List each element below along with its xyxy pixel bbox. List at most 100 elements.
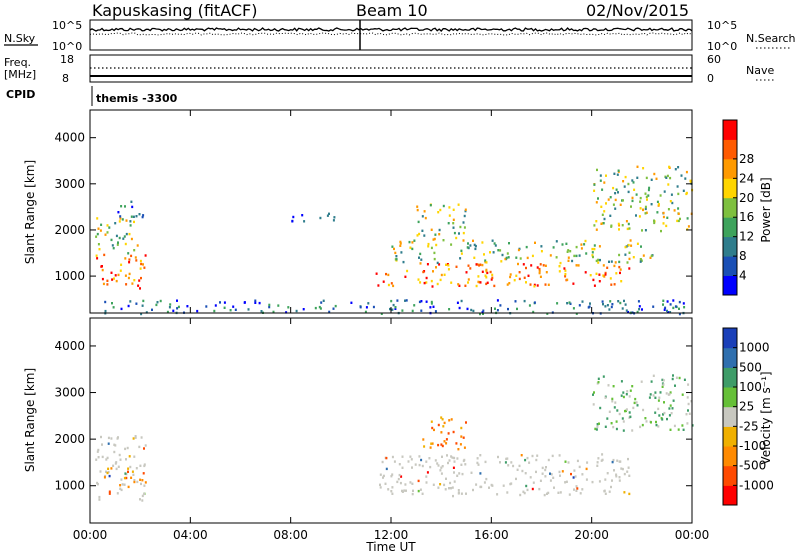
vel-data-cell: [536, 454, 539, 457]
vel-data-cell: [431, 442, 434, 445]
power-data-cell: [97, 243, 100, 246]
vel-data-cell: [597, 457, 600, 460]
power-data-cell: [291, 220, 294, 223]
vel-data-cell: [463, 458, 466, 462]
power-data-cell: [473, 256, 476, 259]
power-data-cell: [421, 229, 424, 232]
vel-data-cell: [639, 425, 642, 429]
power-data-cell: [666, 174, 669, 178]
vel-data-cell: [97, 448, 100, 452]
vel-data-cell: [448, 487, 450, 490]
vel-data-cell: [397, 477, 400, 481]
power-data-cell: [635, 193, 638, 196]
power-data-cell: [417, 220, 420, 224]
power-data-cell: [478, 264, 481, 267]
power-data-cell: [668, 165, 671, 169]
power-data-cell: [375, 272, 378, 275]
power-data-cell: [603, 275, 606, 278]
vel-data-cell: [579, 492, 582, 495]
power-data-cell: [566, 250, 569, 253]
power-data-cell: [434, 310, 437, 313]
power-data-cell: [595, 228, 598, 231]
power-data-cell: [139, 287, 141, 290]
power-data-cell: [452, 208, 455, 211]
vel-data-cell: [535, 458, 538, 462]
power-data-cell: [229, 309, 232, 312]
power-data-cell: [359, 306, 362, 309]
power-data-cell: [314, 306, 317, 310]
power-data-cell: [413, 304, 416, 307]
power-data-cell: [603, 210, 606, 213]
power-data-cell: [95, 235, 98, 238]
power-data-cell: [429, 204, 432, 207]
vel-data-cell: [541, 466, 544, 470]
vel-data-cell: [550, 473, 553, 476]
power-data-cell: [546, 312, 549, 315]
vel-data-cell: [622, 420, 625, 423]
power-data-cell: [434, 233, 437, 236]
power-data-cell: [234, 308, 237, 311]
vel-data-cell: [121, 483, 124, 486]
vel-data-cell: [559, 491, 562, 494]
vel-data-cell: [119, 458, 122, 461]
power-data-cell: [450, 281, 453, 284]
vel-data-cell: [117, 465, 120, 468]
power-data-cell: [610, 305, 613, 309]
power-data-cell: [133, 220, 135, 224]
power-data-cell: [617, 169, 620, 172]
power-data-cell: [223, 301, 226, 304]
vel-data-cell: [628, 395, 631, 398]
vel-data-cell: [613, 406, 616, 409]
nave-label: Nave: [746, 64, 774, 77]
power-data-cell: [604, 271, 607, 275]
vel-data-cell: [628, 474, 631, 477]
power-data-cell: [141, 304, 144, 307]
vel-colorbar-segment: [723, 426, 737, 447]
power-data-cell: [571, 259, 574, 263]
vel-data-cell: [565, 480, 568, 483]
power-data-cell: [677, 212, 680, 215]
freq-left-tick-top: 18: [60, 53, 74, 66]
power-data-cell: [115, 234, 118, 238]
vel-data-cell: [625, 408, 628, 411]
vel-data-cell: [472, 488, 474, 492]
power-data-cell: [677, 219, 680, 223]
power-data-cell: [656, 200, 659, 204]
power-data-cell: [408, 240, 411, 244]
power-data-cell: [628, 227, 631, 230]
power-data-cell: [602, 303, 604, 306]
power-data-cell: [112, 247, 115, 250]
power-data-cell: [418, 300, 421, 304]
power-data-cell: [196, 309, 199, 313]
power-data-cell: [467, 264, 470, 267]
power-data-cell: [258, 301, 261, 305]
vel-data-cell: [593, 391, 595, 394]
velocity-colorbar: 1000 500 100 25 -25 -100 -500 -1000: [722, 327, 774, 506]
vel-data-cell: [479, 472, 482, 475]
power-data-cell: [593, 284, 596, 287]
power-data-cell: [254, 299, 257, 302]
power-data-cell: [106, 279, 109, 282]
power-data-cell: [484, 259, 487, 262]
vel-ytick-label: 1000: [54, 479, 85, 493]
vel-data-cell: [443, 440, 446, 443]
vel-data-cell: [463, 446, 466, 449]
power-data-cell: [295, 309, 298, 313]
power-data-cell: [497, 249, 500, 252]
vel-data-cell: [106, 471, 109, 475]
noise-left-tick-top: 10^5: [52, 19, 82, 32]
power-data-cell: [457, 283, 460, 286]
power-data-cell: [382, 280, 385, 283]
power-data-cell: [528, 304, 531, 307]
power-data-cell: [482, 309, 485, 312]
power-data-cell: [639, 207, 642, 210]
power-data-cell: [120, 205, 123, 208]
power-data-cell: [598, 280, 601, 283]
vel-data-cell: [437, 486, 440, 489]
vel-data-cell: [445, 442, 448, 445]
vel-data-cell: [607, 384, 610, 387]
vel-data-cell: [437, 423, 440, 427]
power-data-cell: [542, 264, 545, 267]
power-data-cell: [494, 244, 497, 247]
vel-data-cell: [115, 467, 118, 471]
